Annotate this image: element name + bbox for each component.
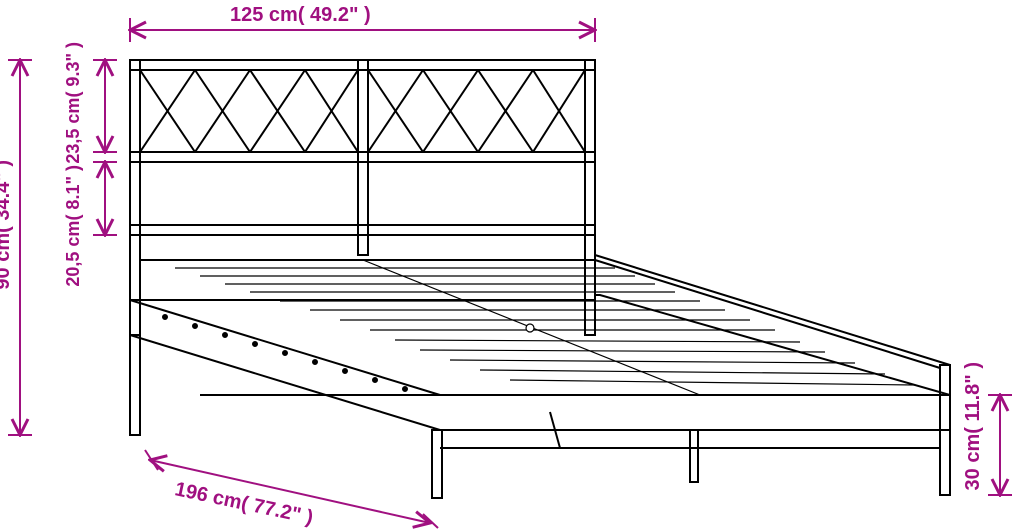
dim-panel-top: 23,5 cm( 9.3" ) (63, 42, 84, 164)
dim-height-left: 90 cm( 34.4" ) (0, 160, 15, 290)
dim-width-top: 125 cm( 49.2" ) (230, 4, 371, 27)
dim-clearance-right: 30 cm( 11.8" ) (962, 362, 985, 490)
dim-panel-mid: 20,5 cm( 8.1" ) (63, 165, 84, 287)
